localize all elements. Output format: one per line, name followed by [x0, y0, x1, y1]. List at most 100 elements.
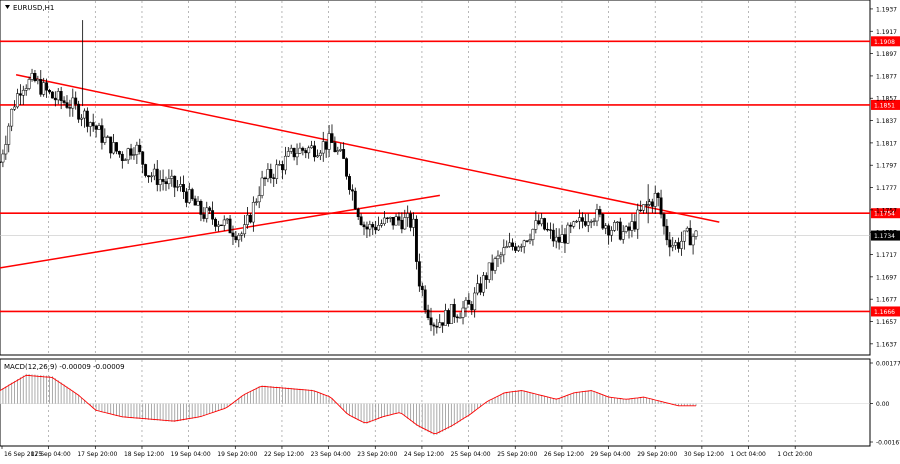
- time-label: 26 Sep 12:00: [544, 451, 584, 458]
- candle-body: [74, 97, 78, 105]
- candle-body: [56, 91, 60, 101]
- price-panel[interactable]: [0, 0, 871, 356]
- candle-body: [298, 147, 302, 154]
- candle-body: [260, 177, 264, 196]
- candle-body: [144, 164, 148, 176]
- macd-signal-line: [0, 374, 696, 435]
- candle-body: [374, 226, 378, 231]
- price-tick-label: 1.1837: [876, 118, 897, 125]
- candle-body: [557, 236, 561, 243]
- candle-body: [94, 125, 98, 130]
- candle-body: [85, 110, 89, 127]
- candle-body: [479, 283, 482, 293]
- candle-body: [502, 247, 506, 256]
- candle-body: [589, 221, 593, 223]
- candle-body: [318, 152, 322, 156]
- candle-body: [455, 316, 459, 319]
- macd-axis: 0.00177 0.00 -0.00167: [870, 361, 900, 447]
- candle-body: [563, 234, 567, 244]
- candle-body: [653, 193, 657, 207]
- candle-body: [400, 219, 404, 230]
- level-tag: [871, 99, 900, 110]
- candle-body: [487, 262, 491, 280]
- candle-body: [187, 189, 191, 203]
- candle-body: [36, 79, 40, 82]
- candle-body: [304, 150, 308, 154]
- grid: [48, 1, 796, 445]
- candle-body: [205, 207, 209, 219]
- candle-body: [158, 179, 162, 185]
- collapse-triangle-icon[interactable]: [5, 5, 10, 9]
- price-tick-label: 1.1917: [876, 29, 897, 36]
- time-label: 22 Sep 12:00: [264, 451, 304, 458]
- candle-body: [441, 322, 445, 326]
- candle-body: [458, 317, 462, 319]
- candle-body: [196, 200, 200, 206]
- candle-body: [569, 224, 573, 227]
- macd-panel[interactable]: [0, 358, 871, 447]
- candle-body: [45, 82, 49, 91]
- current-price-label: 1.1734: [874, 233, 895, 240]
- candle-body: [33, 73, 37, 82]
- candle-body: [301, 147, 305, 151]
- candle-body: [50, 91, 54, 99]
- macd-tick-label: 0.00177: [876, 361, 900, 368]
- candle-body: [80, 117, 83, 120]
- candle-body: [330, 133, 334, 143]
- candle-body: [438, 322, 442, 328]
- candle-body: [639, 209, 643, 212]
- candle-body: [467, 299, 471, 305]
- price-tick-label: 1.1757: [876, 207, 897, 214]
- candle-body: [645, 204, 648, 206]
- candle-body: [650, 201, 654, 207]
- horizontal-levels[interactable]: 1.1908 1.1851 1.1754 1.1666 1.1734: [0, 36, 900, 317]
- candle-body: [248, 214, 252, 223]
- candle-body: [289, 147, 293, 152]
- candle-body: [138, 144, 142, 153]
- trendlines[interactable]: [0, 74, 720, 269]
- candle-body: [97, 125, 101, 130]
- time-label: 24 Sep 12:00: [404, 451, 444, 458]
- candle-body: [636, 209, 640, 230]
- candle-body: [543, 218, 547, 230]
- candle-body: [315, 155, 319, 158]
- time-label: 18 Sep 12:00: [124, 451, 164, 458]
- candle-body: [548, 229, 552, 231]
- candle-body: [677, 242, 680, 249]
- candle-body: [132, 154, 136, 156]
- candle-body: [348, 176, 351, 190]
- candle-body: [141, 151, 145, 165]
- candle-body: [278, 164, 282, 166]
- candle-body: [624, 226, 628, 232]
- candle-body: [59, 91, 63, 101]
- time-label: 29 Sep 20:00: [637, 451, 677, 458]
- time-label: 1 Oct 04:00: [731, 451, 766, 458]
- candle-body: [607, 225, 611, 236]
- candle-body: [281, 164, 284, 171]
- candle-body: [513, 246, 517, 251]
- candle-body: [665, 225, 669, 241]
- candle-body: [190, 189, 194, 200]
- candle-body: [679, 240, 683, 249]
- candle-body: [380, 223, 383, 226]
- candle-body: [685, 227, 689, 232]
- candle-body: [339, 149, 343, 151]
- candle-body: [307, 147, 311, 154]
- candle-body: [691, 236, 695, 246]
- candle-body: [388, 216, 392, 219]
- candle-body: [435, 325, 439, 328]
- candle-body: [199, 200, 203, 215]
- candle-body: [333, 142, 337, 153]
- candle-body: [365, 226, 369, 230]
- candle-body: [4, 144, 8, 155]
- candle-body: [403, 217, 407, 230]
- candle-body: [16, 93, 19, 108]
- candle-body: [540, 218, 544, 225]
- candle-body: [167, 178, 171, 185]
- symbol-label: EURUSD,H1: [13, 4, 54, 12]
- price-tick-label: 1.1797: [876, 163, 897, 170]
- candle-body: [499, 254, 503, 257]
